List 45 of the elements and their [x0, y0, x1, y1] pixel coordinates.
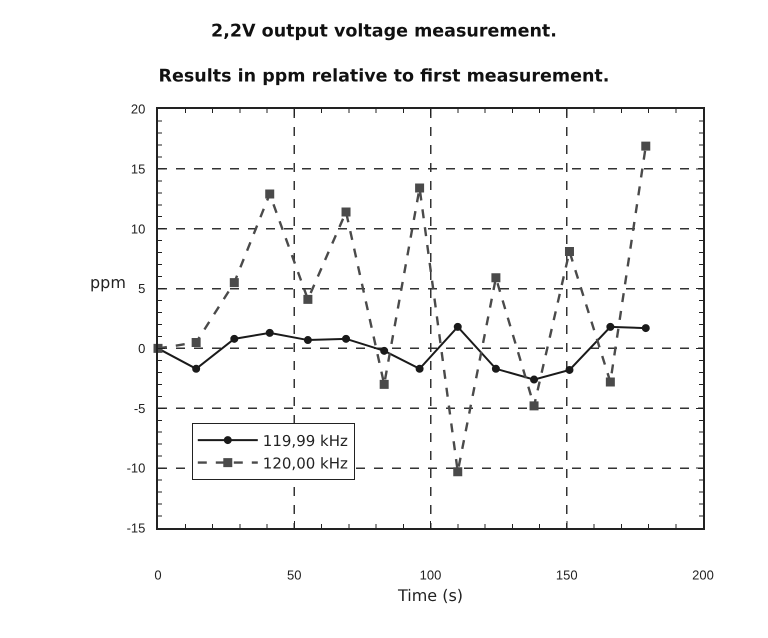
chart-subtitle: Results in ppm relative to first measurement.: [158, 66, 610, 87]
point: [641, 142, 650, 151]
point: [530, 401, 539, 410]
point: [565, 366, 574, 374]
point: [230, 278, 239, 288]
point: [530, 376, 538, 384]
point: [266, 328, 274, 337]
x-tick-label: 200: [692, 568, 714, 583]
point: [380, 346, 388, 355]
x-tick-label: 50: [287, 568, 302, 583]
point: [642, 324, 650, 332]
y-tick-label: 5: [138, 281, 146, 296]
y-tick-label: -10: [126, 460, 146, 476]
x-axis-title: Time (s): [396, 586, 464, 605]
point: [492, 364, 500, 373]
point: [491, 273, 500, 282]
x-tick-label: 100: [420, 568, 442, 583]
y-tick-label: 0: [138, 340, 146, 356]
point: [304, 336, 312, 344]
point: [453, 467, 462, 476]
point: [454, 322, 462, 331]
y-tick-label: -5: [134, 400, 146, 416]
point: [265, 190, 274, 198]
point: [416, 364, 424, 373]
legend-label: 119,99 kHz: [262, 432, 348, 450]
point: [342, 334, 350, 343]
point: [192, 338, 201, 347]
point: [564, 246, 574, 256]
chart-title: 2,2V output voltage measurement.: [211, 21, 557, 42]
y-axis-title: ppm: [90, 273, 126, 292]
y-tick-label: -15: [126, 520, 146, 536]
y-tick-label: 20: [130, 102, 146, 117]
y-tick-label: 15: [130, 161, 146, 176]
legend-label: 120,00 kHz: [262, 454, 348, 472]
point: [230, 334, 238, 343]
point: [303, 294, 312, 304]
point: [606, 377, 615, 386]
point: [192, 364, 200, 373]
point: [606, 322, 614, 331]
x-tick-label: 150: [556, 568, 578, 583]
point: [380, 380, 389, 389]
point: [415, 184, 424, 193]
x-tick-label: 0: [154, 568, 162, 583]
y-tick-label: 10: [130, 221, 146, 236]
point: [342, 207, 351, 216]
